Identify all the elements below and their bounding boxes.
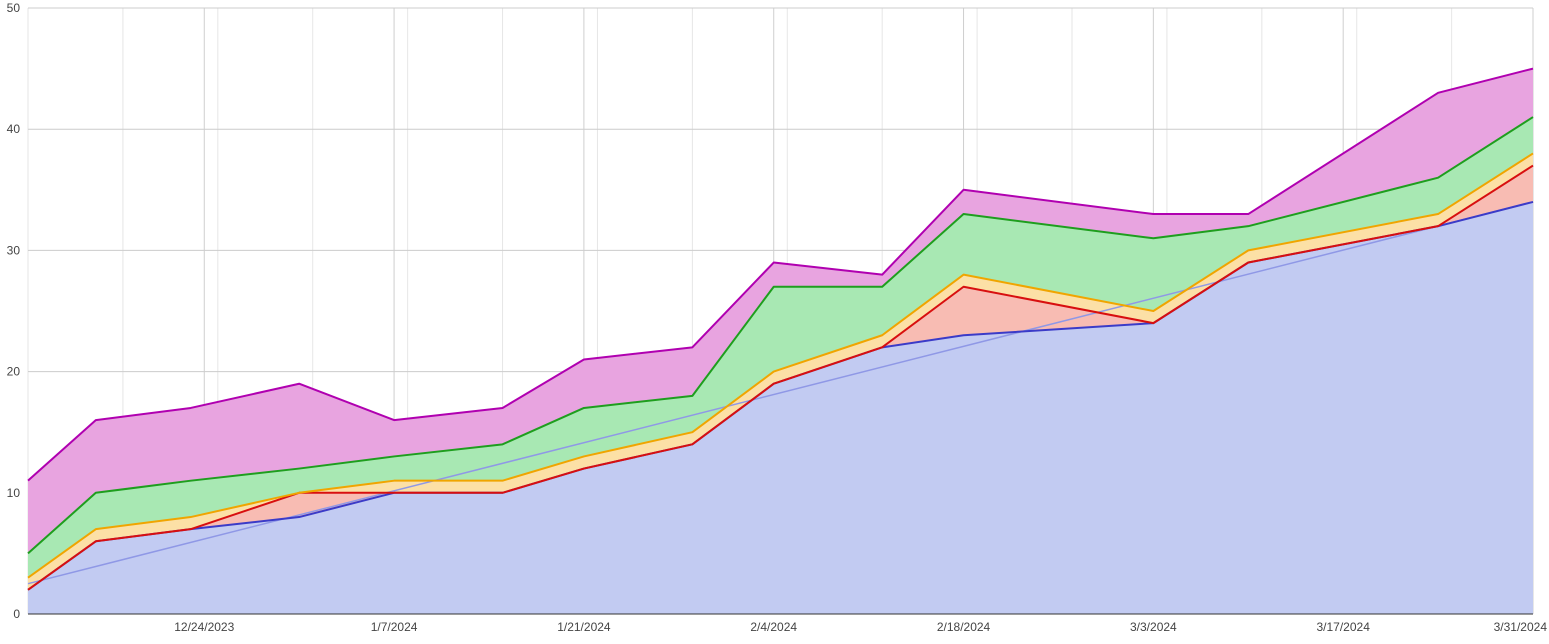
y-tick-label: 20 xyxy=(7,365,21,379)
y-tick-label: 30 xyxy=(7,243,21,257)
x-tick-label: 2/4/2024 xyxy=(750,620,797,634)
area-series-5 xyxy=(28,68,1533,554)
y-tick-label: 50 xyxy=(7,1,21,15)
line-series-4 xyxy=(27,116,1534,555)
x-tick-label: 1/21/2024 xyxy=(557,620,611,634)
x-tick-label: 1/7/2024 xyxy=(371,620,418,634)
x-tick-label: 12/24/2023 xyxy=(174,620,234,634)
line-layer xyxy=(27,67,1534,591)
y-tick-label: 10 xyxy=(7,486,21,500)
x-tick-label: 3/17/2024 xyxy=(1316,620,1370,634)
x-tick-label: 3/31/2024 xyxy=(1494,620,1548,634)
line-series-2 xyxy=(27,164,1534,591)
x-tick-label: 3/3/2024 xyxy=(1130,620,1177,634)
line-series-3 xyxy=(27,152,1534,579)
area-series-1 xyxy=(28,201,1533,615)
area-series-4 xyxy=(28,117,1533,578)
line-series-5 xyxy=(27,67,1534,482)
y-tick-label: 40 xyxy=(7,122,21,136)
y-tick-label: 0 xyxy=(13,607,20,621)
axis-layer: 0 10 20 30 40 50 12/24/2023 1/7/2024 1/21/2024 2/… xyxy=(7,1,1548,634)
x-tick-label: 2/18/2024 xyxy=(937,620,991,634)
area-layer xyxy=(28,68,1533,615)
